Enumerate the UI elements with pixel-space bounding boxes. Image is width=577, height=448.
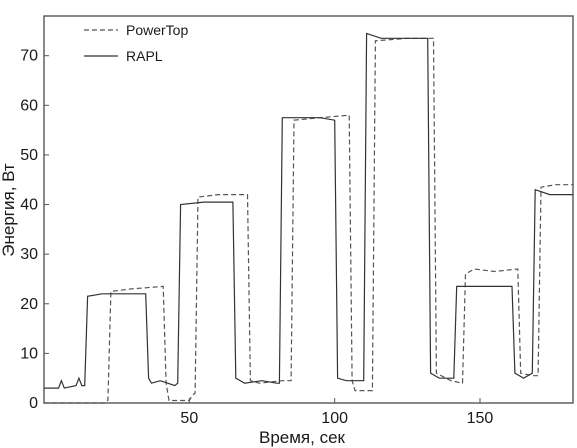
- x-tick-label: 100: [321, 410, 348, 427]
- y-tick-label: 50: [20, 147, 38, 164]
- series-line-powertop: [44, 37, 573, 404]
- series-group: [44, 32, 573, 404]
- y-tick-label: 70: [20, 48, 38, 65]
- y-tick-label: 30: [20, 246, 38, 263]
- x-tick-label: 150: [467, 410, 494, 427]
- x-axis-label: Время, сек: [259, 428, 346, 447]
- y-tick-label: 20: [20, 296, 38, 313]
- legend-label-rapl: RAPL: [126, 48, 163, 64]
- legend: PowerTop RAPL: [84, 22, 188, 64]
- plot-area: 0 10 20 30 40 50 60 70 50 100 150: [20, 15, 574, 427]
- y-tick-label: 0: [29, 395, 38, 412]
- y-tick-label: 60: [20, 97, 38, 114]
- series-line-rapl: [44, 32, 573, 389]
- plot-frame: [43, 15, 574, 404]
- x-tick-label: 50: [180, 410, 198, 427]
- legend-label-powertop: PowerTop: [126, 22, 188, 38]
- y-axis: 0 10 20 30 40 50 60 70: [20, 48, 49, 412]
- y-axis-label: Энергия, Вт: [0, 163, 18, 257]
- y-tick-label: 40: [20, 197, 38, 214]
- x-axis: 50 100 150: [180, 398, 493, 427]
- y-tick-label: 10: [20, 345, 38, 362]
